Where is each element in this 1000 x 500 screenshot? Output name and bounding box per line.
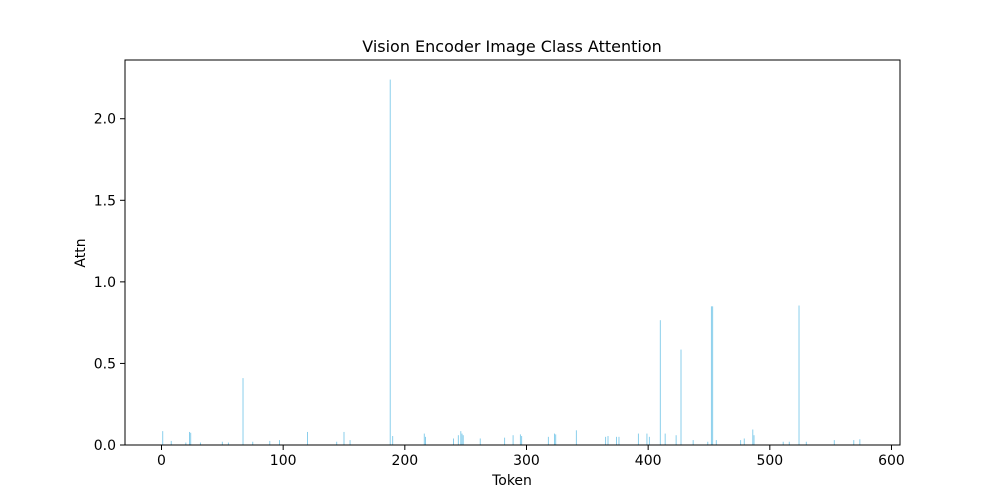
attention-bar bbox=[227, 442, 229, 445]
x-tick-label: 300 bbox=[513, 453, 540, 469]
attention-bar bbox=[710, 306, 712, 445]
attention-bar bbox=[423, 433, 425, 445]
attention-bar bbox=[788, 441, 790, 445]
attention-bar bbox=[457, 435, 459, 445]
attention-bar bbox=[460, 431, 462, 445]
attention-bar bbox=[637, 433, 639, 445]
attention-bar bbox=[659, 320, 661, 445]
x-tick-label: 600 bbox=[878, 453, 905, 469]
attention-bar bbox=[343, 431, 345, 445]
attention-bar bbox=[547, 436, 549, 445]
attention-bar bbox=[715, 440, 717, 445]
y-tick-label: 0.5 bbox=[94, 356, 116, 372]
x-axis-label: Token bbox=[491, 473, 532, 489]
attention-bar bbox=[307, 431, 308, 445]
attention-bar bbox=[252, 441, 254, 445]
attention-bar bbox=[453, 438, 454, 445]
attention-bar bbox=[618, 436, 620, 445]
attention-bar bbox=[675, 435, 677, 445]
attention-bar bbox=[833, 440, 835, 445]
x-tick-label: 200 bbox=[391, 453, 418, 469]
attention-bar bbox=[555, 434, 557, 445]
attention-bar bbox=[221, 441, 223, 445]
attention-bar bbox=[753, 435, 755, 445]
attention-bar bbox=[190, 432, 192, 445]
bars-layer bbox=[162, 79, 861, 445]
attention-bar bbox=[707, 441, 709, 445]
attention-bar bbox=[664, 433, 666, 445]
attention-bar bbox=[692, 440, 694, 445]
x-tick-label: 0 bbox=[157, 453, 166, 469]
x-tick-label: 100 bbox=[270, 453, 297, 469]
attention-bar bbox=[462, 435, 464, 445]
y-tick-label: 1.5 bbox=[94, 193, 116, 209]
x-axis: 0 100 200 300 400 500 600 bbox=[157, 445, 905, 469]
y-tick-label: 1.0 bbox=[94, 275, 116, 291]
attention-bar bbox=[336, 441, 338, 445]
y-axis: 0.0 0.5 1.0 1.5 2.0 bbox=[94, 112, 125, 454]
x-tick-label: 400 bbox=[635, 453, 662, 469]
attention-bar bbox=[279, 440, 280, 445]
attention-bar bbox=[425, 436, 426, 445]
attention-bar bbox=[392, 436, 394, 445]
x-tick-label: 500 bbox=[756, 453, 783, 469]
attention-bar bbox=[798, 305, 800, 445]
attention-bar bbox=[504, 437, 506, 445]
attention-bar bbox=[162, 431, 164, 445]
attention-bar bbox=[461, 433, 463, 445]
attention-bar bbox=[521, 436, 523, 445]
attention-bar bbox=[607, 436, 609, 445]
attention-bar bbox=[680, 349, 682, 445]
attention-bar bbox=[269, 440, 271, 445]
attention-bar bbox=[189, 431, 190, 445]
attention-bar bbox=[859, 439, 861, 445]
attention-bar bbox=[519, 434, 521, 445]
attention-bar bbox=[712, 306, 714, 445]
attention-bar bbox=[479, 438, 481, 445]
attention-bar bbox=[170, 440, 172, 445]
attention-bar bbox=[242, 378, 244, 445]
attention-bar bbox=[616, 436, 618, 445]
attention-bar bbox=[743, 438, 745, 445]
chart-title: Vision Encoder Image Class Attention bbox=[362, 37, 662, 56]
attention-bar bbox=[648, 436, 650, 445]
attention-bar bbox=[646, 433, 648, 445]
attention-bar bbox=[605, 436, 607, 445]
attention-bar bbox=[575, 430, 577, 445]
attention-bar bbox=[185, 442, 187, 445]
attention-bar bbox=[389, 79, 391, 445]
attention-bar bbox=[805, 441, 807, 445]
attention-bar bbox=[553, 433, 555, 445]
attention-bar bbox=[752, 429, 754, 445]
y-axis-label: Attn bbox=[73, 238, 89, 267]
attention-bar bbox=[199, 442, 201, 445]
attention-bar bbox=[512, 435, 514, 445]
attention-bar bbox=[782, 441, 784, 445]
attention-bar bbox=[853, 440, 855, 445]
plot-frame bbox=[124, 59, 901, 446]
attention-bar bbox=[349, 440, 351, 445]
y-tick-label: 0.0 bbox=[94, 438, 116, 454]
y-tick-label: 2.0 bbox=[94, 112, 116, 128]
attention-bar bbox=[740, 440, 742, 445]
